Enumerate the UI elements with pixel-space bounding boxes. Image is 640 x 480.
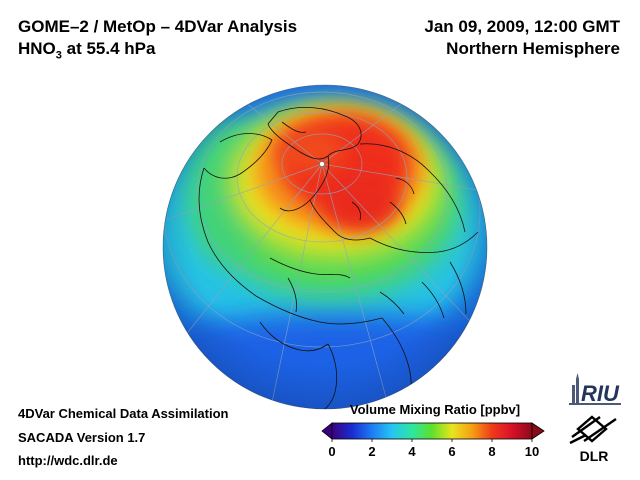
globe-map: [162, 84, 488, 410]
colorbar-tick-label: 8: [488, 444, 495, 459]
species-name: HNO: [18, 39, 56, 58]
species-subscript: 3: [55, 49, 62, 62]
riu-logo-text: RIU: [581, 381, 620, 406]
colorbar-gradient: [331, 422, 533, 440]
footer-info: 4DVar Chemical Data Assimilation SACADA …: [18, 402, 229, 473]
title-line-1: GOME–2 / MetOp – 4DVar Analysis: [18, 17, 298, 36]
pressure-level: at 55.4 hPa: [61, 39, 156, 58]
dlr-logo-text: DLR: [580, 448, 609, 464]
date-label: Jan 09, 2009, 12:00 GMT: [424, 17, 620, 36]
title-line-2: HNO3 at 55.4 hPa: [18, 38, 297, 66]
colorbar-tick-label: 6: [448, 444, 455, 459]
dlr-emblem: [569, 415, 617, 445]
concentration-field: [163, 85, 487, 409]
colorbar-tick-label: 0: [328, 444, 335, 459]
map-title: GOME–2 / MetOp – 4DVar Analysis HNO3 at …: [18, 16, 297, 66]
footer-line-1: 4DVar Chemical Data Assimilation: [18, 406, 229, 421]
region-label: Northern Hemisphere: [446, 39, 620, 58]
colorbar-tick-label: 4: [408, 444, 416, 459]
colorbar-high-arrow: [531, 422, 545, 440]
colorbar-tick-label: 10: [525, 444, 539, 459]
footer-line-2: SACADA Version 1.7: [18, 429, 146, 445]
dlr-logo: DLR: [569, 415, 617, 464]
colorbar-title: Volume Mixing Ratio [ppbv]: [349, 402, 521, 417]
map-subtitle: Jan 09, 2009, 12:00 GMT Northern Hemisph…: [424, 16, 620, 60]
riu-logo: RIU: [569, 373, 621, 406]
globe-outline: [162, 84, 488, 410]
footer-url[interactable]: http://wdc.dlr.de: [18, 453, 118, 468]
colorbar-low-arrow: [321, 422, 333, 440]
colorbar-tick-label: 2: [368, 444, 375, 459]
colorbar: 0 2 4 6 8 10: [321, 422, 545, 459]
colorbar-ticks: 0 2 4 6 8 10: [328, 439, 539, 459]
